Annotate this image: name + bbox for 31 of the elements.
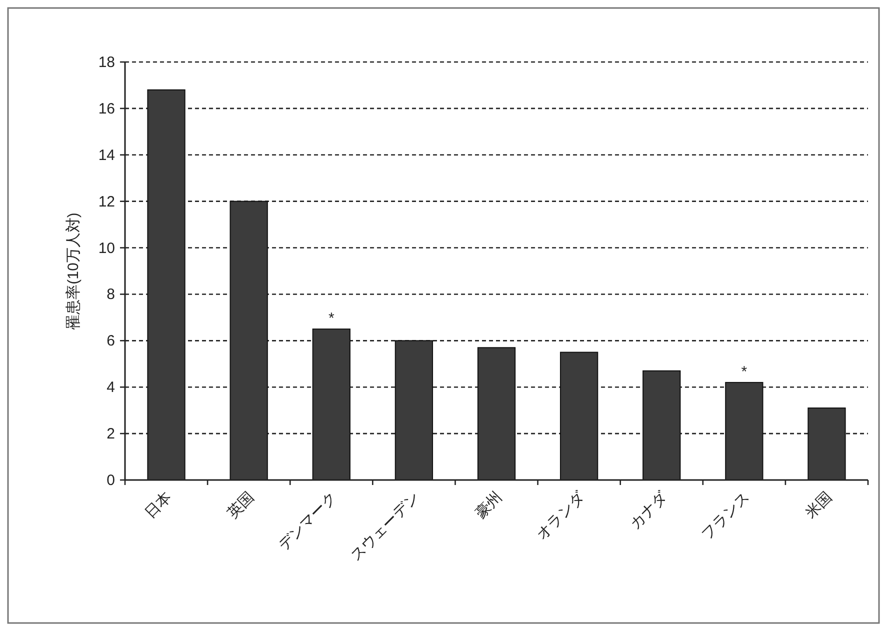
y-tick-label: 2: [106, 426, 115, 443]
bar: [477, 347, 516, 480]
bar: [560, 352, 598, 480]
y-tick-label: 4: [106, 379, 115, 396]
x-tick-label: オランダ: [533, 488, 589, 544]
x-tick-label: フランス: [698, 488, 753, 544]
bar: [642, 370, 681, 480]
bar: [725, 382, 764, 480]
y-tick-label: 0: [106, 472, 115, 489]
x-tick-label: 豪州: [472, 488, 506, 522]
bar: [230, 200, 268, 480]
y-tick-label: 18: [98, 54, 115, 71]
x-tick-label: デンマーク: [275, 488, 340, 554]
y-axis-title: 罹患率(10万人対): [65, 212, 82, 330]
x-tick-label: 日本: [142, 488, 176, 522]
y-tick-label: 8: [106, 286, 115, 304]
annotation: *: [741, 363, 748, 380]
x-tick-label: 英国: [224, 488, 258, 522]
annotation: *: [328, 310, 334, 328]
y-tick-label: 16: [98, 100, 115, 118]
bar: [394, 340, 434, 480]
y-tick-label: 10: [98, 240, 115, 257]
x-tick-label: カナダ: [626, 488, 672, 533]
x-tick-label: スウェーデン: [347, 488, 423, 564]
x-tick-label: 米国: [802, 488, 836, 522]
bar: [312, 328, 350, 480]
bar: [808, 408, 846, 480]
bar: [147, 89, 186, 480]
y-tick-label: 14: [98, 146, 115, 164]
y-tick-label: 12: [98, 193, 115, 210]
y-tick-label: 6: [106, 332, 115, 350]
